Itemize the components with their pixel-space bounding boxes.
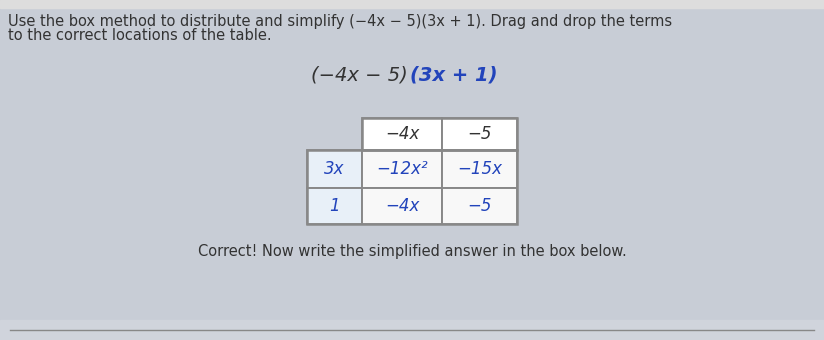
Text: (−4x − 5): (−4x − 5) xyxy=(311,66,408,85)
Bar xyxy=(307,150,362,188)
Text: −15x: −15x xyxy=(457,160,502,178)
Text: to the correct locations of the table.: to the correct locations of the table. xyxy=(8,28,272,43)
Bar xyxy=(0,320,824,340)
Text: −5: −5 xyxy=(467,125,492,143)
Text: −5: −5 xyxy=(467,197,492,215)
Bar xyxy=(362,188,442,224)
Bar xyxy=(0,0,824,8)
Bar xyxy=(362,118,442,150)
Text: −4x: −4x xyxy=(385,125,419,143)
Bar xyxy=(442,150,517,188)
Text: Use the box method to distribute and simplify (−4x − 5)(3x + 1). Drag and drop t: Use the box method to distribute and sim… xyxy=(8,14,672,29)
Bar xyxy=(362,118,517,150)
Bar xyxy=(307,150,517,224)
Text: Correct! Now write the simplified answer in the box below.: Correct! Now write the simplified answer… xyxy=(198,244,626,259)
Bar xyxy=(307,188,362,224)
Text: 1: 1 xyxy=(329,197,339,215)
Bar xyxy=(442,118,517,150)
Bar xyxy=(442,188,517,224)
Bar xyxy=(362,150,442,188)
Text: −12x²: −12x² xyxy=(377,160,428,178)
Text: −4x: −4x xyxy=(385,197,419,215)
Text: (3x + 1): (3x + 1) xyxy=(410,66,498,85)
Text: 3x: 3x xyxy=(325,160,344,178)
